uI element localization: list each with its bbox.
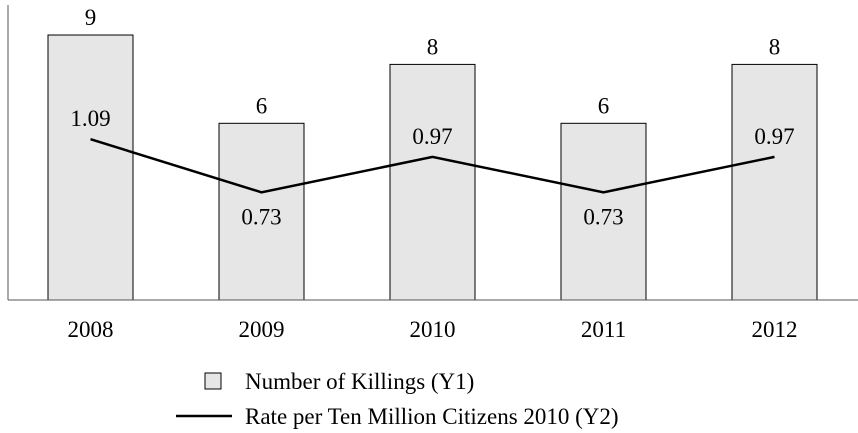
bar-value-label-2009: 6 [256,93,268,118]
bar-value-label-2010: 8 [427,34,439,59]
x-tick-label-2008: 2008 [68,317,114,342]
rate-value-label-2012: 0.97 [754,124,794,149]
legend-swatch-bar [204,372,222,390]
rate-value-label-2009: 0.73 [241,204,281,229]
bar-2010 [389,63,476,301]
rate-line [90,138,775,194]
legend-label-killings: Number of Killings (Y1) [245,369,474,394]
x-tick-label-2009: 2009 [239,317,285,342]
rate-value-label-2011: 0.73 [583,204,623,229]
rate-value-label-2010: 0.97 [412,124,452,149]
rate-value-label-2008: 1.09 [70,106,110,131]
bar-value-label-2011: 6 [598,93,610,118]
bar-2009 [218,122,305,301]
bar-2011 [560,122,647,301]
bar-2012 [731,63,818,301]
legend-label-rate: Rate per Ten Million Citizens 2010 (Y2) [245,404,619,429]
plot-area: 9 6 8 6 8 1.09 0.73 0.97 0.73 0.97 2008 2009 2010 201… [7,5,858,342]
x-tick-label-2012: 2012 [752,317,798,342]
x-tick-label-2010: 2010 [410,317,456,342]
bar-value-label-2008: 9 [85,5,97,30]
bar-value-label-2012: 8 [769,34,781,59]
bar-2008 [47,34,134,301]
x-tick-label-2011: 2011 [581,317,626,342]
legend: Number of Killings (Y1) Rate per Ten Mil… [176,369,619,429]
